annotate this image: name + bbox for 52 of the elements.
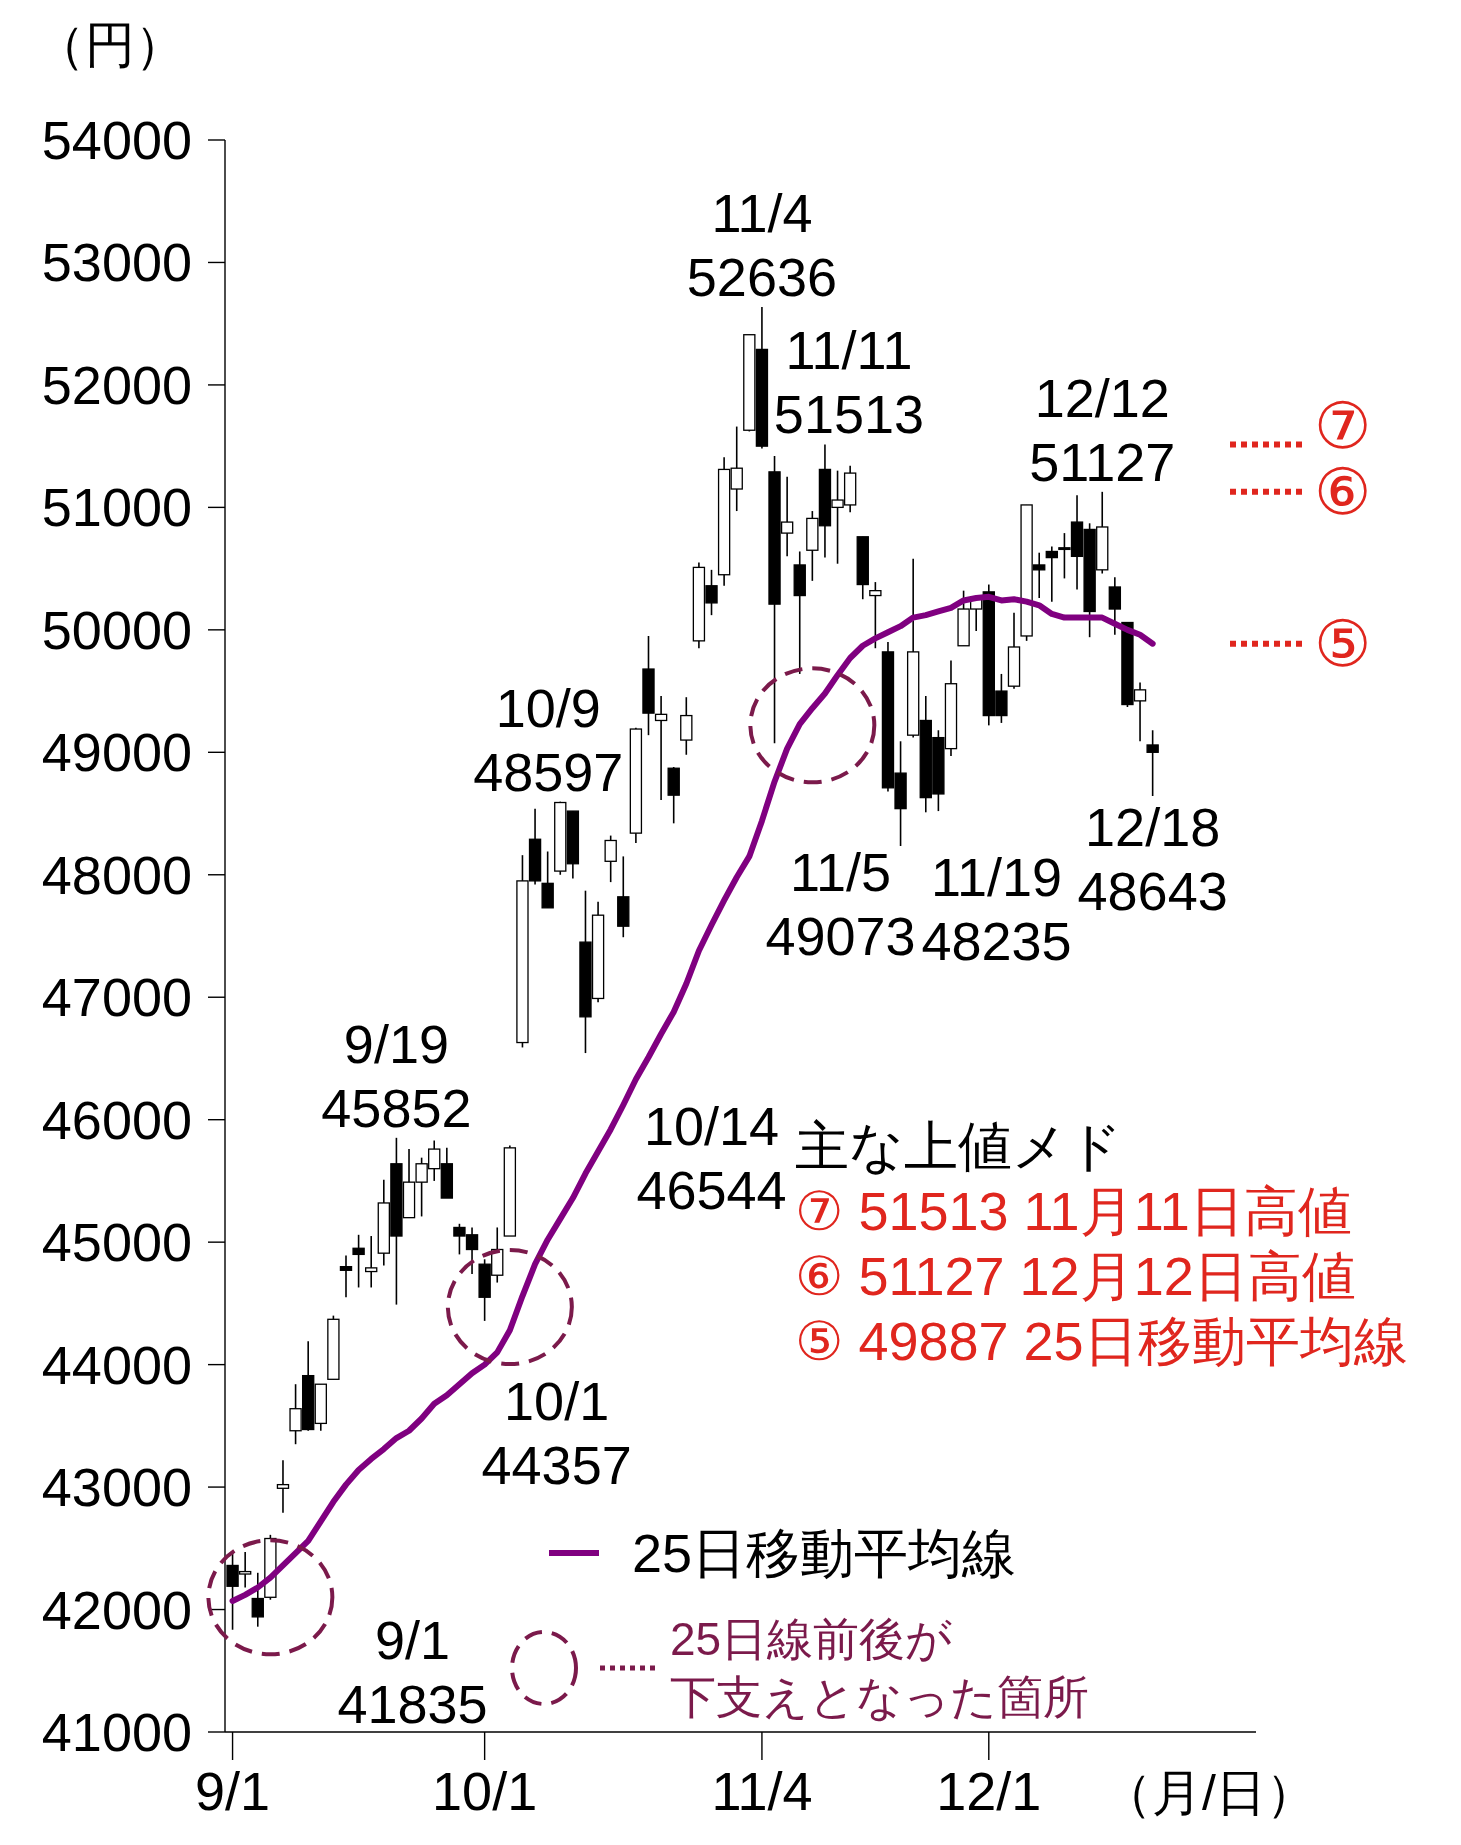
text: 11/4 52636: [686, 182, 838, 307]
text: 10/1 44357: [481, 1370, 632, 1495]
legend-label: 25日移動平均線: [632, 1523, 1017, 1583]
y-tick-label: 48000: [41, 844, 192, 905]
x-tick-label: 11/4: [711, 1761, 813, 1821]
candlestick: [352, 1234, 365, 1289]
y-tick-label: 42000: [41, 1579, 192, 1640]
ref-line-label: ⑤: [1314, 607, 1372, 680]
candlestick: [604, 834, 617, 883]
text: 10/9 48597: [473, 677, 624, 802]
candlestick: [365, 1235, 378, 1289]
text: 9/19 45852: [321, 1013, 472, 1138]
y-tick-label: 45000: [41, 1212, 192, 1273]
x-tick-label: 10/1: [432, 1761, 538, 1821]
y-tick-label: 50000: [41, 599, 192, 660]
y-tick-label: 53000: [41, 232, 192, 293]
candlestick: [251, 1572, 264, 1628]
candlestick: [1045, 545, 1059, 603]
point: [445, 1248, 574, 1367]
text: 11/19 48235: [921, 846, 1072, 971]
point: [748, 666, 877, 785]
text: 12/18 48643: [1077, 796, 1228, 921]
x-tick-label: 12/1: [936, 1761, 1042, 1821]
annotation: 主な上値メド: [795, 1116, 1122, 1176]
candlestick: [339, 1254, 353, 1299]
candlestick: [1146, 729, 1159, 797]
y-tick-label: 51000: [41, 477, 192, 538]
x-tick-label: 9/1: [195, 1761, 271, 1821]
y-tick-label: 44000: [41, 1334, 192, 1395]
y-tick-label: 46000: [41, 1089, 192, 1150]
annotation: ⑦ 51513 11月11日高値: [795, 1181, 1352, 1241]
annotation: ⑤ 49887 25日移動平均線: [795, 1311, 1408, 1371]
text: 10/14 46544: [636, 1096, 787, 1221]
candlestick: [276, 1459, 290, 1514]
text: 12/12 51127: [1029, 367, 1176, 492]
y-axis-title: （円）: [35, 17, 185, 73]
annotation: ⑥ 51127 12月12日高値: [795, 1246, 1356, 1306]
y-tick-label: 54000: [41, 110, 192, 170]
y-tick-label: 47000: [41, 967, 192, 1028]
legend-label: 25日線前後が下支えとなった箇所: [670, 1613, 1089, 1723]
text: 11/11 51513: [773, 320, 925, 445]
candlestick: [1108, 576, 1122, 636]
candlestick: [869, 581, 882, 650]
text: 9/1 41835: [337, 1609, 488, 1734]
text: 11/5 49073: [765, 842, 916, 967]
x-axis-title: （月/日）: [1102, 1765, 1316, 1821]
y-tick-label: 49000: [41, 722, 192, 783]
y-tick-label: 43000: [41, 1457, 192, 1518]
point: [206, 1538, 335, 1657]
candlestick: [654, 695, 668, 801]
y-tick-label: 52000: [41, 354, 192, 415]
y-tick-label: 41000: [41, 1702, 192, 1762]
